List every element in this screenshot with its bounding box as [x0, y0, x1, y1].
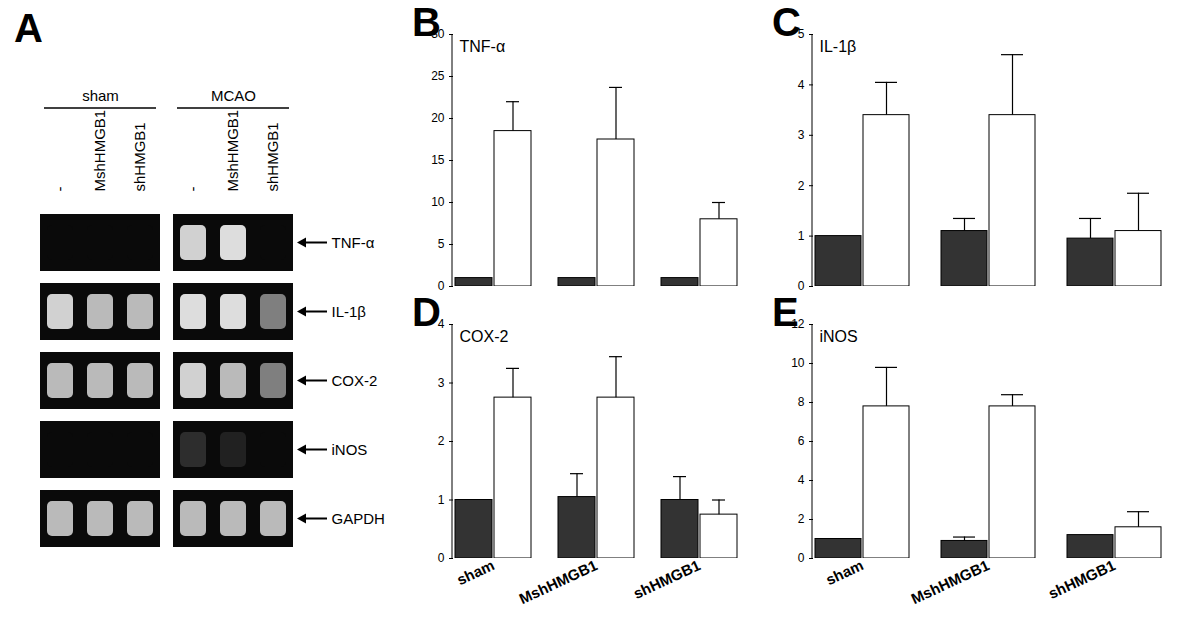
svg-text:-: - [51, 187, 68, 192]
svg-text:sham: sham [823, 556, 866, 588]
svg-text:TNF-α: TNF-α [332, 234, 375, 251]
svg-text:20: 20 [431, 111, 445, 125]
svg-text:10: 10 [431, 195, 445, 209]
svg-text:MshHMGB1: MshHMGB1 [91, 110, 108, 192]
svg-text:TNF-α: TNF-α [460, 38, 506, 55]
svg-text:iNOS: iNOS [820, 328, 858, 345]
html-text:B: B [412, 0, 441, 44]
svg-text:2: 2 [438, 434, 445, 448]
svg-text:MshHMGB1: MshHMGB1 [224, 110, 241, 192]
svg-text:1: 1 [438, 493, 445, 507]
svg-text:5: 5 [438, 237, 445, 251]
svg-text:1: 1 [798, 229, 805, 243]
html-text:A: A [14, 6, 43, 50]
svg-text:10: 10 [791, 356, 805, 370]
svg-text:0: 0 [437, 279, 445, 294]
html-text:C: C [772, 0, 801, 44]
svg-text:0: 0 [798, 551, 805, 565]
svg-text:2: 2 [798, 512, 805, 526]
svg-text:4: 4 [798, 473, 805, 487]
svg-text:6: 6 [798, 434, 805, 448]
svg-text:IL-1β: IL-1β [820, 38, 857, 55]
svg-text:sham: sham [454, 556, 497, 588]
svg-text:COX-2: COX-2 [332, 372, 378, 389]
svg-text:15: 15 [431, 153, 445, 167]
svg-text:8: 8 [798, 395, 805, 409]
svg-text:MshHMGB1: MshHMGB1 [908, 556, 991, 607]
svg-text:2: 2 [798, 179, 805, 193]
svg-text:sham: sham [82, 87, 119, 104]
svg-text:GAPDH: GAPDH [332, 510, 385, 527]
html-text:E: E [772, 290, 799, 334]
svg-text:3: 3 [438, 376, 445, 390]
svg-text:shHMGB1: shHMGB1 [131, 122, 148, 191]
svg-text:MCAO: MCAO [211, 87, 256, 104]
svg-text:MshHMGB1: MshHMGB1 [516, 556, 599, 607]
svg-text:shHMGB1: shHMGB1 [264, 122, 281, 191]
html-text:D: D [412, 290, 441, 334]
svg-text:iNOS: iNOS [332, 441, 368, 458]
svg-text:shHMGB1: shHMGB1 [1046, 556, 1118, 602]
svg-text:shHMGB1: shHMGB1 [631, 556, 703, 602]
svg-text:IL-1β: IL-1β [332, 303, 367, 320]
svg-text:0: 0 [798, 279, 805, 293]
svg-text:COX-2: COX-2 [460, 328, 509, 345]
svg-text:25: 25 [431, 69, 445, 83]
svg-text:-: - [184, 187, 201, 192]
svg-text:3: 3 [798, 128, 805, 142]
svg-text:0: 0 [438, 551, 445, 565]
svg-text:4: 4 [798, 78, 805, 92]
